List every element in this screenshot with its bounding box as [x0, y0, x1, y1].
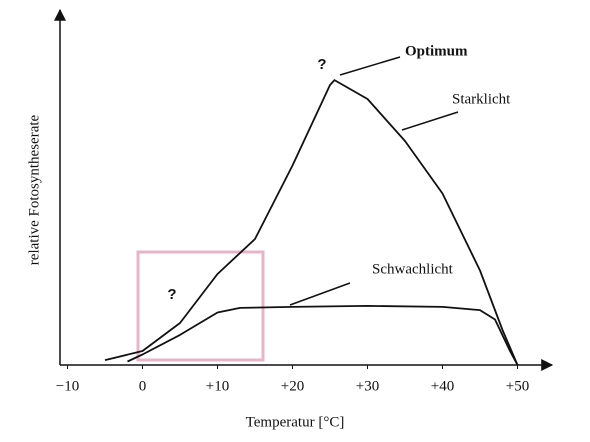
series-line	[127, 305, 519, 366]
x-tick-label: +40	[431, 378, 454, 394]
x-tick-label: +20	[281, 378, 304, 394]
series-line	[104, 79, 519, 366]
leader-line	[401, 111, 459, 131]
x-tick-label: +30	[356, 378, 379, 394]
x-tick-label: −10	[56, 378, 79, 394]
series-label: Starklicht	[452, 91, 511, 107]
x-tick-label: 0	[139, 378, 147, 394]
y-axis-label: relative Fotosyntheserate	[26, 114, 42, 265]
annotation: ?	[167, 286, 176, 303]
annotation: ?	[317, 56, 326, 73]
series-label: Schwachlicht	[372, 261, 454, 277]
x-axis-label: Temperatur [°C]	[246, 414, 345, 430]
x-tick-label: +10	[206, 378, 229, 394]
leader-line	[289, 282, 351, 306]
annotation: Optimum	[405, 43, 468, 59]
x-tick-label: +50	[506, 378, 529, 394]
leader-line	[339, 56, 401, 76]
highlight-box	[136, 250, 265, 362]
